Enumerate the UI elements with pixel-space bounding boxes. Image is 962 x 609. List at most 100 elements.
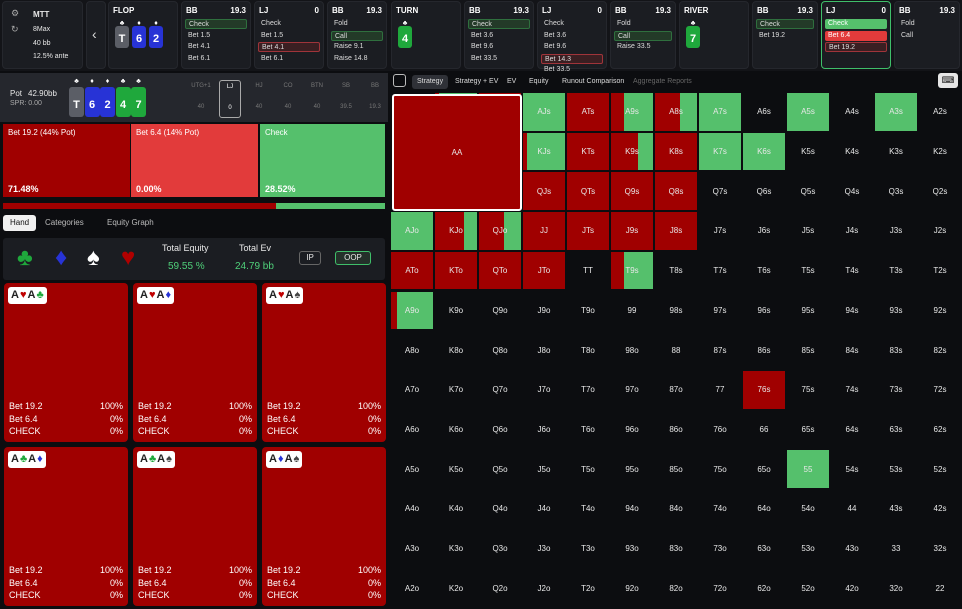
- hand-cell-73s[interactable]: 73s: [874, 369, 918, 410]
- hand-cell-AA[interactable]: AA: [392, 94, 522, 212]
- hand-cell-J8s[interactable]: J8s: [654, 211, 698, 251]
- hand-cell-84s[interactable]: 84s: [830, 330, 874, 370]
- hand-cell-T7o[interactable]: T7o: [566, 369, 610, 410]
- hand-cell-Q2o[interactable]: Q2o: [478, 568, 522, 609]
- hand-cell-A7o[interactable]: A7o: [390, 369, 434, 410]
- hand-cell-K9o[interactable]: K9o: [434, 290, 478, 331]
- hand-cell-K4o[interactable]: K4o: [434, 489, 478, 529]
- action-option[interactable]: Call: [901, 31, 914, 39]
- action-option[interactable]: Bet 4.1: [188, 43, 211, 50]
- hand-cell-76s[interactable]: 76s: [742, 369, 786, 410]
- hand-cell-Q5s[interactable]: Q5s: [786, 171, 830, 212]
- hand-cell-J7s[interactable]: J7s: [698, 211, 742, 251]
- hand-cell-Q7s[interactable]: Q7s: [698, 171, 742, 212]
- hand-cell-77[interactable]: 77: [698, 369, 742, 410]
- hand-cell-QJs[interactable]: QJs: [522, 171, 566, 212]
- hand-cell-42s[interactable]: 42s: [918, 489, 962, 529]
- hand-cell-K8o[interactable]: K8o: [434, 330, 478, 370]
- hand-cell-66[interactable]: 66: [742, 409, 786, 450]
- hand-cell-J4o[interactable]: J4o: [522, 489, 566, 529]
- combo-card[interactable]: A ♣ A ♠ Bet 19.2 100% Bet 6.4 0% CHECK 0%: [133, 447, 257, 606]
- hand-cell-JJ[interactable]: JJ: [522, 211, 566, 251]
- hand-cell-85s[interactable]: 85s: [786, 330, 830, 370]
- hand-cell-K2o[interactable]: K2o: [434, 568, 478, 609]
- hand-cell-A2o[interactable]: A2o: [390, 568, 434, 609]
- action-option[interactable]: Bet 14.3: [541, 53, 603, 64]
- hand-cell-T2o[interactable]: T2o: [566, 568, 610, 609]
- action-option[interactable]: Check: [825, 19, 887, 29]
- hand-cell-87o[interactable]: 87o: [654, 369, 698, 410]
- hand-cell-93o[interactable]: 93o: [610, 528, 654, 569]
- hand-cell-QTs[interactable]: QTs: [566, 171, 610, 212]
- hand-cell-T2s[interactable]: T2s: [918, 250, 962, 291]
- hand-cell-K2s[interactable]: K2s: [918, 131, 962, 172]
- hand-cell-62o[interactable]: 62o: [742, 568, 786, 609]
- hand-cell-T9s[interactable]: T9s: [610, 250, 654, 291]
- hand-cell-62s[interactable]: 62s: [918, 409, 962, 450]
- hand-cell-Q6s[interactable]: Q6s: [742, 171, 786, 212]
- oop-button[interactable]: OOP: [335, 251, 371, 265]
- hand-cell-32s[interactable]: 32s: [918, 528, 962, 569]
- hand-cell-K6s[interactable]: K6s: [742, 131, 786, 172]
- hand-cell-Q4s[interactable]: Q4s: [830, 171, 874, 212]
- hand-cell-74s[interactable]: 74s: [830, 369, 874, 410]
- hand-cell-63o[interactable]: 63o: [742, 528, 786, 569]
- hand-cell-43s[interactable]: 43s: [874, 489, 918, 529]
- hand-cell-T4o[interactable]: T4o: [566, 489, 610, 529]
- hand-cell-94o[interactable]: 94o: [610, 489, 654, 529]
- hand-cell-97o[interactable]: 97o: [610, 369, 654, 410]
- action-option[interactable]: Bet 6.1: [188, 54, 211, 62]
- action-option[interactable]: Raise 33.5: [617, 43, 651, 50]
- hand-cell-98o[interactable]: 98o: [610, 330, 654, 370]
- combo-card[interactable]: A ♥ A ♠ Bet 19.2 100% Bet 6.4 0% CHECK 0%: [262, 283, 386, 442]
- action-option[interactable]: Fold: [901, 20, 915, 27]
- hand-cell-K6o[interactable]: K6o: [434, 409, 478, 450]
- hand-cell-T3s[interactable]: T3s: [874, 250, 918, 291]
- hand-cell-98s[interactable]: 98s: [654, 290, 698, 331]
- hand-cell-K3s[interactable]: K3s: [874, 131, 918, 172]
- hand-cell-43o[interactable]: 43o: [830, 528, 874, 569]
- street-panel-8[interactable]: RIVER ♣ 7: [679, 1, 749, 69]
- action-option[interactable]: Bet 9.6: [544, 43, 567, 50]
- strategy-option-0[interactable]: Bet 19.2 (44% Pot) 71.48%: [3, 124, 130, 197]
- hand-cell-J5o[interactable]: J5o: [522, 449, 566, 489]
- street-panel-0[interactable]: FLOP ♣ T ♦ 6 ♦ 2: [108, 1, 178, 69]
- hand-cell-J2o[interactable]: J2o: [522, 568, 566, 609]
- hand-cell-A8o[interactable]: A8o: [390, 330, 434, 370]
- action-option[interactable]: Bet 19.2: [759, 31, 786, 39]
- hand-cell-J6s[interactable]: J6s: [742, 211, 786, 251]
- position-lj[interactable]: LJ 0: [219, 80, 241, 118]
- action-option[interactable]: Check: [468, 19, 530, 29]
- hand-cell-J2s[interactable]: J2s: [918, 211, 962, 251]
- hand-cell-QTo[interactable]: QTo: [478, 250, 522, 291]
- hand-cell-85o[interactable]: 85o: [654, 449, 698, 489]
- street-panel-4[interactable]: TURN ♣ 4: [391, 1, 461, 69]
- hand-cell-53s[interactable]: 53s: [874, 449, 918, 489]
- action-option[interactable]: Bet 4.1: [258, 42, 320, 52]
- hand-cell-75s[interactable]: 75s: [786, 369, 830, 410]
- hand-cell-K7o[interactable]: K7o: [434, 369, 478, 410]
- hand-cell-64s[interactable]: 64s: [830, 409, 874, 450]
- hand-cell-K8s[interactable]: K8s: [654, 131, 698, 172]
- tab-aggregate-reports[interactable]: Aggregate Reports: [633, 78, 692, 85]
- hand-cell-Q5o[interactable]: Q5o: [478, 449, 522, 489]
- action-option[interactable]: Fold: [334, 20, 348, 27]
- hand-cell-T3o[interactable]: T3o: [566, 528, 610, 569]
- hand-cell-KTo[interactable]: KTo: [434, 250, 478, 291]
- hand-cell-ATo[interactable]: ATo: [390, 250, 434, 291]
- hand-cell-64o[interactable]: 64o: [742, 489, 786, 529]
- hand-cell-55[interactable]: 55: [786, 449, 830, 489]
- hand-cell-J5s[interactable]: J5s: [786, 211, 830, 251]
- combo-card[interactable]: A ♦ A ♠ Bet 19.2 100% Bet 6.4 0% CHECK 0%: [262, 447, 386, 606]
- tab-runout-comparison[interactable]: Runout Comparison: [562, 78, 625, 85]
- hand-cell-A6s[interactable]: A6s: [742, 92, 786, 132]
- refresh-icon[interactable]: ↻: [11, 24, 19, 34]
- hand-cell-T6o[interactable]: T6o: [566, 409, 610, 450]
- hand-cell-Q4o[interactable]: Q4o: [478, 489, 522, 529]
- hand-cell-T4s[interactable]: T4s: [830, 250, 874, 291]
- hand-cell-65s[interactable]: 65s: [786, 409, 830, 450]
- hand-cell-KTs[interactable]: KTs: [566, 131, 610, 172]
- hand-cell-84o[interactable]: 84o: [654, 489, 698, 529]
- hand-cell-T5s[interactable]: T5s: [786, 250, 830, 291]
- tab-strategy-ev[interactable]: Strategy + EV: [455, 78, 499, 85]
